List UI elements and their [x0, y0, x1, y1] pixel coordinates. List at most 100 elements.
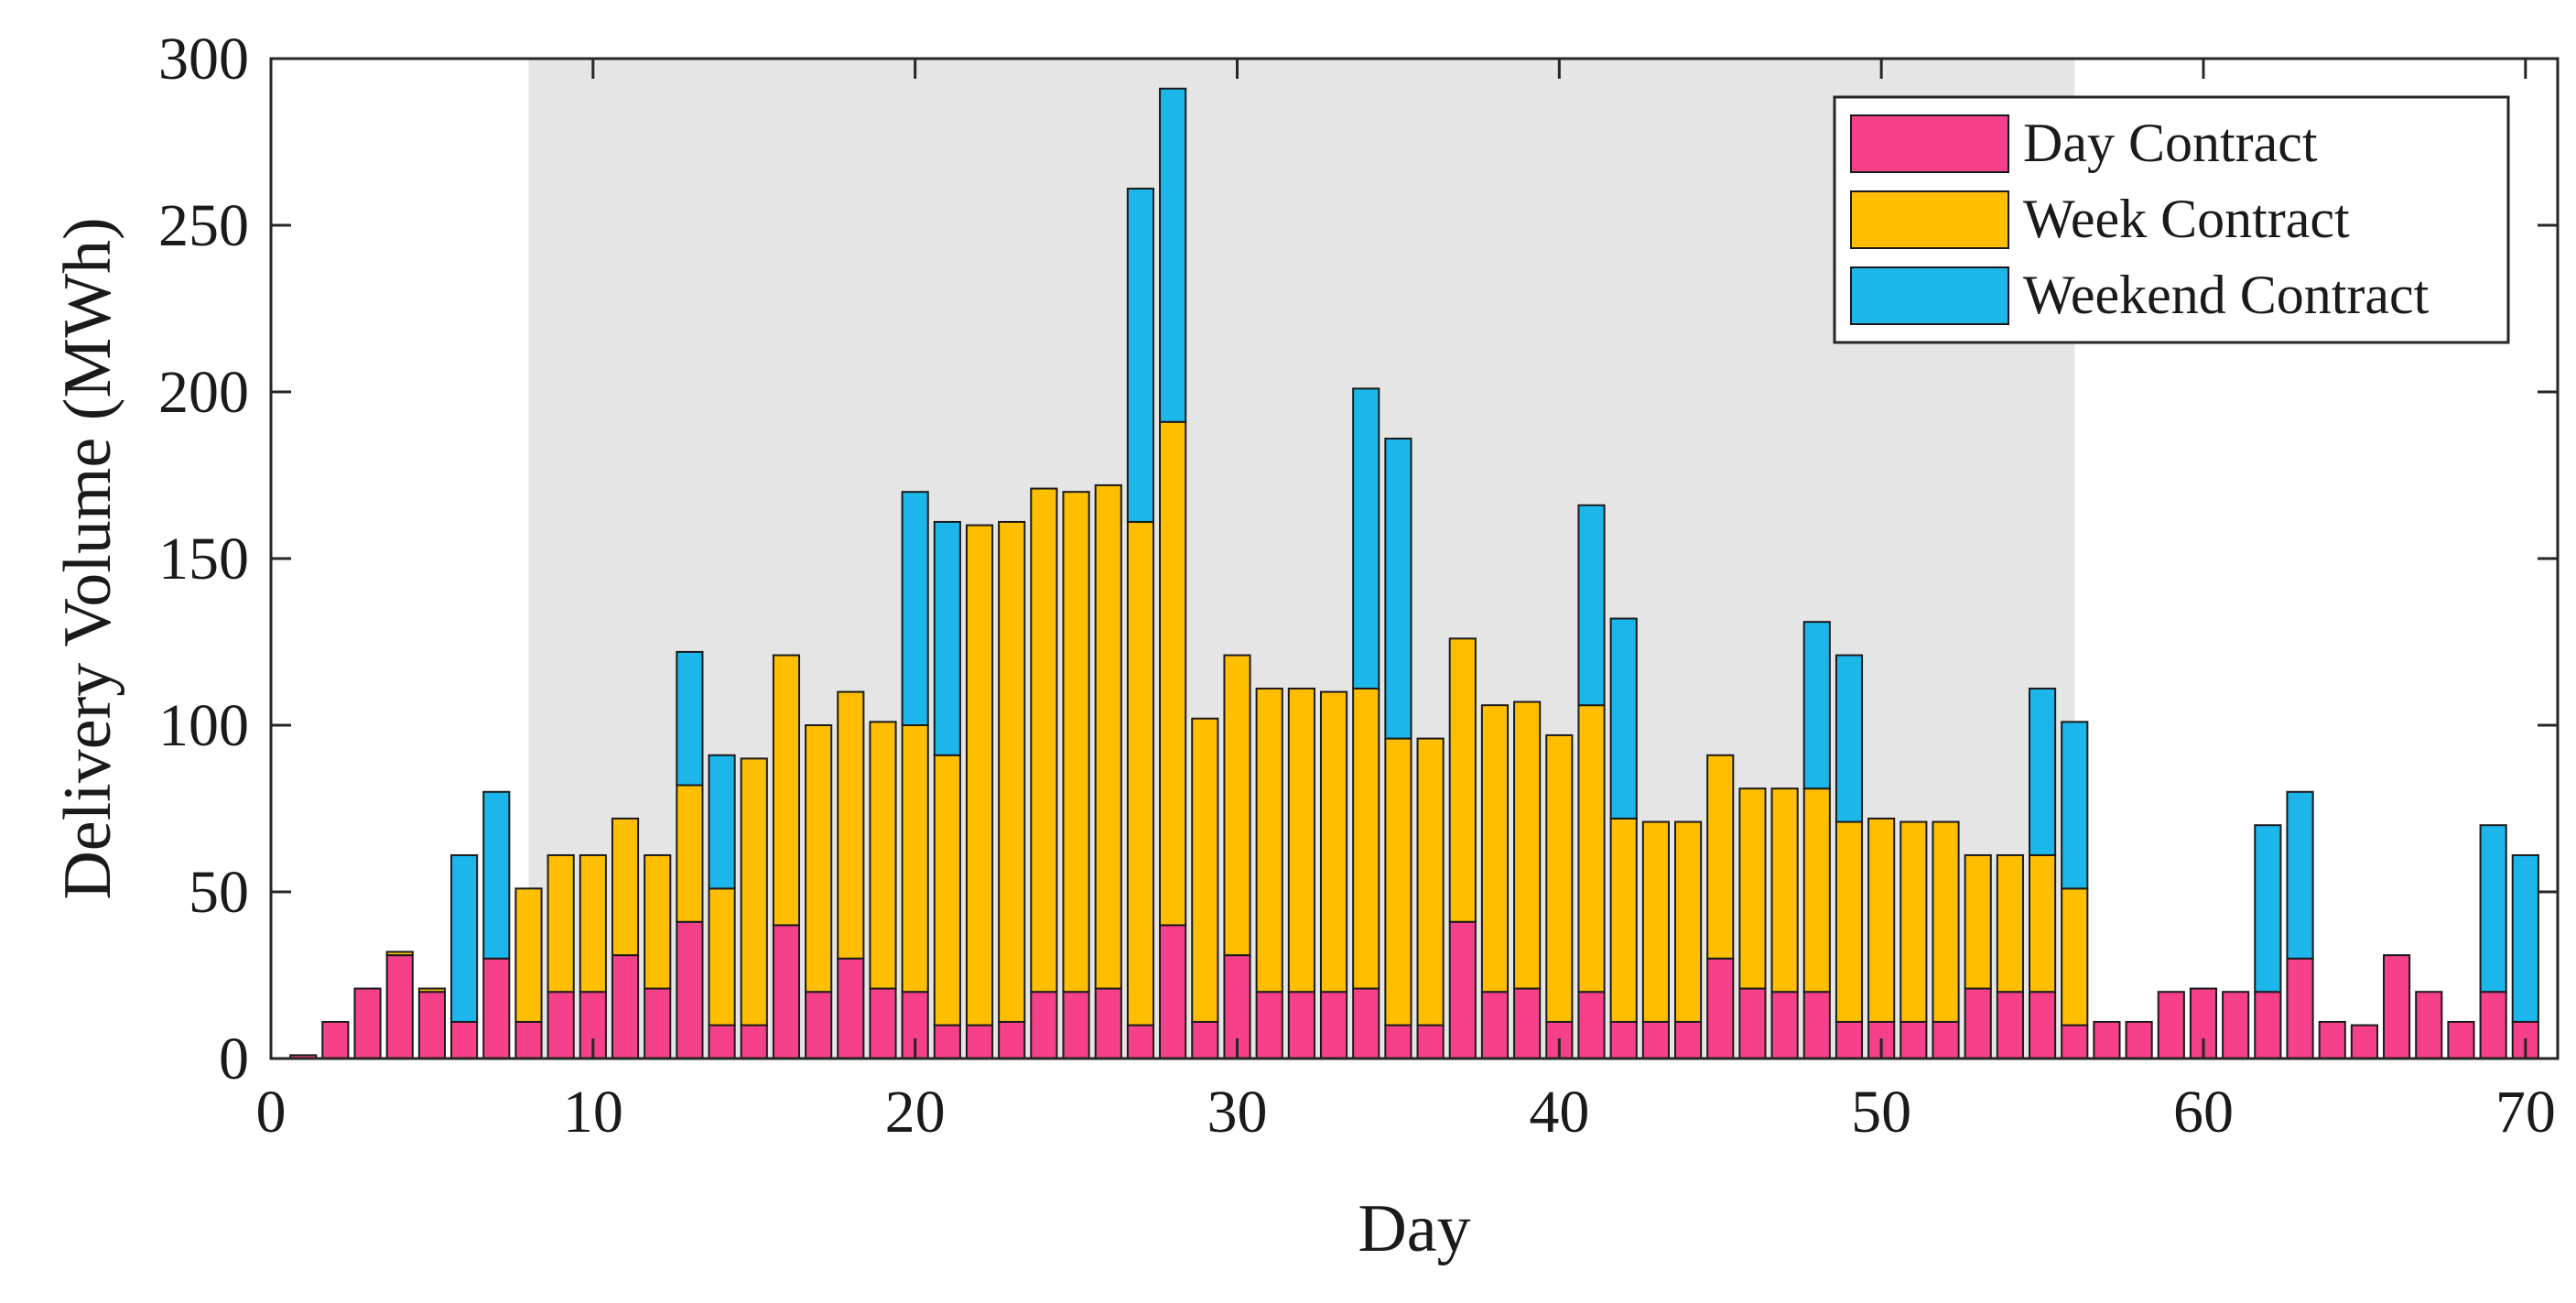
bar-day-contract-day-48 — [1802, 991, 1831, 1059]
bar-week-contract-day-41 — [1577, 704, 1606, 994]
bar-week-contract-day-50 — [1867, 817, 1896, 1023]
bar-week-contract-day-35 — [1384, 737, 1412, 1026]
bar-day-contract-day-36 — [1416, 1024, 1445, 1059]
bar-week-contract-day-52 — [1932, 820, 1960, 1023]
bar-weekend-contract-day-48 — [1802, 621, 1831, 790]
bar-week-contract-day-21 — [933, 754, 961, 1026]
bar-week-contract-day-43 — [1641, 820, 1670, 1023]
x-tick-label: 30 — [1207, 1079, 1267, 1146]
bar-day-contract-day-41 — [1577, 991, 1606, 1059]
bar-week-contract-day-29 — [1191, 717, 1219, 1023]
bar-day-contract-day-14 — [708, 1024, 736, 1059]
bar-week-contract-day-39 — [1513, 700, 1542, 990]
bar-week-contract-day-47 — [1770, 787, 1799, 994]
bar-weekend-contract-day-21 — [933, 520, 961, 756]
bar-week-contract-day-16 — [772, 654, 801, 927]
bar-week-contract-day-27 — [1126, 520, 1155, 1026]
bar-week-contract-day-19 — [869, 721, 897, 990]
bar-week-contract-day-18 — [837, 690, 865, 960]
bar-day-contract-day-61 — [2222, 991, 2250, 1059]
bar-day-contract-day-17 — [805, 991, 833, 1059]
bar-weekend-contract-day-62 — [2254, 824, 2282, 994]
bar-week-contract-day-31 — [1255, 687, 1283, 994]
bar-week-contract-day-15 — [740, 757, 768, 1026]
bar-day-contract-day-28 — [1159, 924, 1187, 1060]
bar-week-contract-day-30 — [1223, 654, 1251, 957]
bar-weekend-contract-day-49 — [1835, 654, 1864, 823]
bar-day-contract-day-7 — [482, 957, 511, 1060]
bar-day-contract-day-25 — [1062, 991, 1090, 1059]
bar-week-contract-day-24 — [1030, 487, 1058, 994]
bar-day-contract-day-3 — [353, 987, 382, 1060]
bar-day-contract-day-22 — [965, 1024, 994, 1059]
bar-day-contract-day-59 — [2157, 991, 2185, 1059]
bar-day-contract-day-9 — [547, 991, 575, 1059]
bar-day-contract-day-5 — [417, 991, 446, 1059]
bar-day-contract-day-23 — [998, 1020, 1026, 1059]
bar-day-contract-day-26 — [1094, 987, 1122, 1060]
bar-week-contract-day-11 — [611, 817, 640, 957]
bar-day-contract-day-6 — [450, 1020, 479, 1059]
bar-week-contract-day-56 — [2061, 887, 2089, 1026]
x-tick-label: 60 — [2173, 1079, 2234, 1146]
bar-weekend-contract-day-14 — [708, 754, 736, 890]
bar-week-contract-day-9 — [547, 853, 575, 994]
bar-week-contract-day-25 — [1062, 491, 1090, 994]
bar-day-contract-day-16 — [772, 924, 801, 1060]
bar-weekend-contract-day-41 — [1577, 504, 1606, 707]
bar-week-contract-day-17 — [805, 724, 833, 994]
bar-day-contract-day-13 — [676, 920, 704, 1060]
bar-day-contract-day-58 — [2125, 1020, 2153, 1059]
bar-day-contract-day-44 — [1673, 1020, 1703, 1059]
bar-day-contract-day-63 — [2286, 957, 2314, 1060]
bar-week-contract-day-45 — [1706, 754, 1735, 960]
bar-day-contract-day-15 — [740, 1024, 768, 1059]
bar-week-contract-day-36 — [1416, 737, 1445, 1026]
bar-day-contract-day-19 — [869, 987, 897, 1060]
bar-week-contract-day-48 — [1802, 787, 1831, 994]
x-tick-label: 40 — [1529, 1079, 1589, 1146]
x-tick-label: 20 — [885, 1079, 946, 1146]
legend-label-weekend-contract: Weekend Contract — [2023, 265, 2430, 325]
legend: Day Contract Week Contract Weekend Contr… — [1833, 95, 2510, 344]
bar-day-contract-day-62 — [2254, 991, 2282, 1059]
bar-day-contract-day-69 — [2479, 991, 2507, 1059]
x-axis: 0 10 20 30 40 50 60 70 — [256, 59, 2556, 1146]
bar-week-contract-day-34 — [1352, 687, 1380, 990]
y-tick-label: 100 — [158, 692, 249, 759]
bar-week-contract-day-51 — [1900, 820, 1928, 1023]
x-tick-label: 70 — [2495, 1079, 2556, 1146]
x-tick-label: 10 — [563, 1079, 623, 1146]
bar-week-contract-day-13 — [676, 784, 704, 923]
x-tick-label: 50 — [1851, 1079, 1911, 1146]
bar-day-contract-day-2 — [321, 1020, 350, 1059]
bar-week-contract-day-28 — [1159, 420, 1187, 927]
bar-week-contract-day-38 — [1480, 704, 1510, 994]
bar-week-contract-day-54 — [1996, 853, 2024, 994]
x-tick-label: 0 — [256, 1079, 287, 1146]
bars-layer — [289, 87, 2539, 1060]
bar-week-contract-day-4 — [385, 950, 414, 957]
bar-day-contract-day-67 — [2415, 991, 2443, 1059]
bar-day-contract-day-57 — [2093, 1020, 2121, 1059]
bar-weekend-contract-day-7 — [482, 790, 511, 960]
bar-day-contract-day-65 — [2350, 1024, 2378, 1059]
legend-swatch-weekend-contract — [1850, 266, 2009, 325]
bar-week-contract-day-10 — [579, 853, 607, 994]
bar-day-contract-day-31 — [1255, 991, 1283, 1059]
y-tick-label: 150 — [158, 526, 249, 592]
bar-weekend-contract-day-63 — [2286, 790, 2314, 960]
bar-week-contract-day-55 — [2029, 853, 2057, 994]
bar-weekend-contract-day-55 — [2029, 687, 2057, 856]
bar-day-contract-day-12 — [644, 987, 672, 1060]
bar-weekend-contract-day-69 — [2479, 824, 2507, 994]
bar-weekend-contract-day-35 — [1384, 437, 1412, 740]
y-axis: 0 50 100 150 200 250 300 — [158, 26, 2558, 1092]
y-tick-label: 0 — [219, 1026, 249, 1092]
bar-week-contract-day-12 — [644, 853, 672, 990]
bar-day-contract-day-29 — [1191, 1020, 1219, 1059]
y-tick-label: 300 — [158, 26, 249, 92]
bar-day-contract-day-4 — [385, 954, 414, 1060]
bar-day-contract-day-39 — [1513, 987, 1542, 1060]
